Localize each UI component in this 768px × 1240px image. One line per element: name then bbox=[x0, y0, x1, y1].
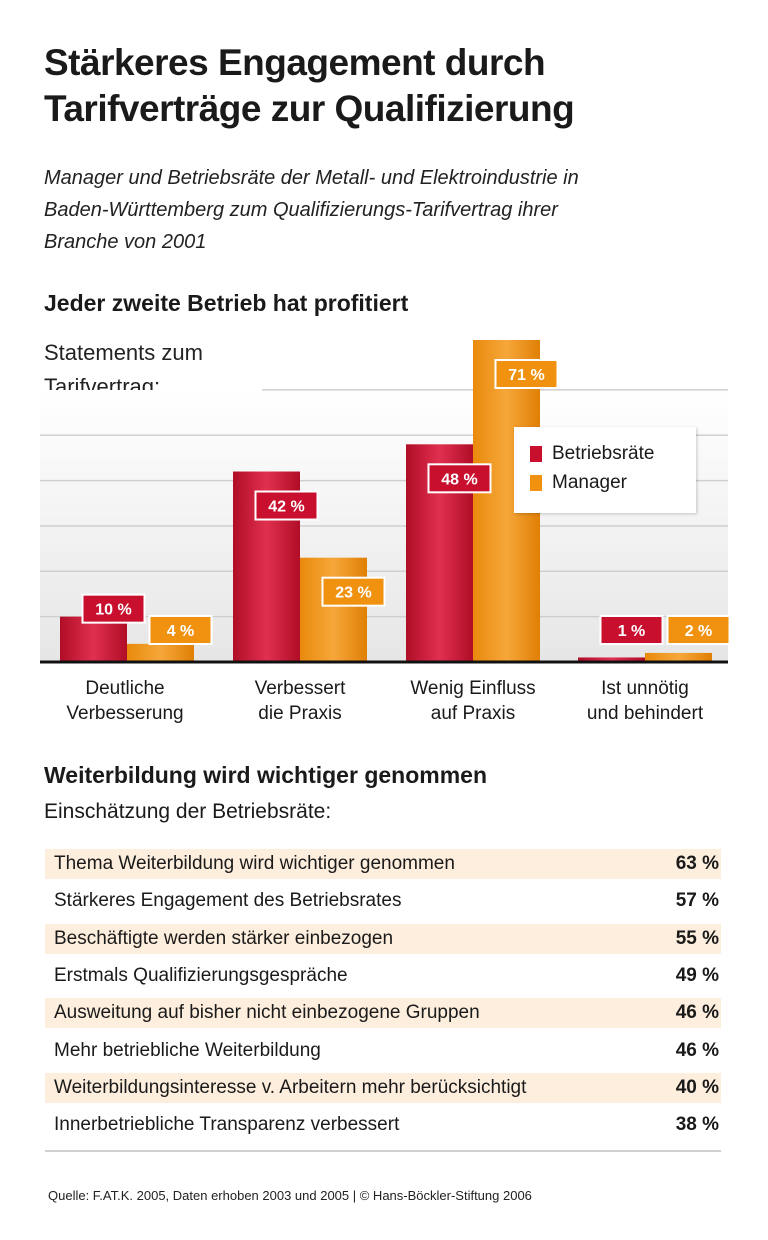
data-label-text: 1 % bbox=[618, 623, 646, 640]
data-label: 48 % bbox=[427, 463, 492, 494]
data-label: 2 % bbox=[666, 615, 731, 645]
table-row: Thema Weiterbildung wird wichtiger genom… bbox=[45, 849, 721, 879]
data-label: 23 % bbox=[321, 576, 386, 607]
row-value: 55 % bbox=[675, 927, 719, 949]
row-value: 57 % bbox=[675, 890, 719, 912]
data-label: 42 % bbox=[254, 490, 319, 521]
source-note: Quelle: F.AT.K. 2005, Daten erhoben 2003… bbox=[48, 1188, 532, 1203]
bar-manager bbox=[127, 643, 194, 662]
legend: Betriebsräte Manager bbox=[514, 427, 696, 513]
table-row: Mehr betriebliche Weiterbildung 46 % bbox=[45, 1036, 721, 1066]
row-value: 40 % bbox=[675, 1076, 719, 1098]
category-label: Ist unnötig und behindert bbox=[586, 678, 704, 724]
bar-manager bbox=[300, 557, 367, 662]
data-label: 71 % bbox=[494, 359, 559, 389]
data-label-text: 48 % bbox=[441, 471, 477, 488]
data-label-text: 42 % bbox=[268, 499, 304, 516]
row-value: 49 % bbox=[675, 964, 719, 986]
row-label: Thema Weiterbildung wird wichtiger genom… bbox=[54, 853, 455, 874]
page-title: Stärkeres Engagement durch Tarifverträge… bbox=[44, 42, 575, 129]
category-label: Deutliche Verbesserung bbox=[66, 678, 184, 724]
subtitle: Manager und Betriebsräte der Metall- und… bbox=[44, 167, 579, 253]
category-label: Wenig Einfluss auf Praxis bbox=[410, 678, 536, 724]
table-row: Ausweitung auf bisher nicht einbezogene … bbox=[45, 998, 721, 1029]
table-row: Innerbetriebliche Transparenz verbessert… bbox=[45, 1110, 721, 1140]
bar-manager bbox=[645, 652, 712, 662]
data-label: 10 % bbox=[81, 593, 146, 624]
section-title: Weiterbildung wird wichtiger genommen bbox=[44, 762, 487, 788]
row-label: Mehr betriebliche Weiterbildung bbox=[54, 1039, 321, 1061]
data-label-text: 10 % bbox=[95, 602, 131, 619]
legend-swatch bbox=[530, 446, 542, 462]
row-value: 63 % bbox=[675, 853, 719, 874]
data-label-text: 4 % bbox=[167, 623, 195, 640]
data-label-text: 23 % bbox=[335, 585, 371, 602]
legend-item-betriebsraete: Betriebsräte bbox=[530, 443, 654, 465]
data-label-text: 71 % bbox=[508, 367, 544, 384]
legend-swatch bbox=[530, 475, 542, 491]
table-row: Weiterbildungsinteresse v. Arbeitern meh… bbox=[45, 1072, 721, 1103]
bar-chart: 10 % 42 % 48 % 1 % 4 % 23 % 71 % 2 % bbox=[40, 340, 731, 664]
data-label: 1 % bbox=[599, 615, 664, 645]
table-row: Erstmals Qualifizierungsgespräche 49 % bbox=[45, 961, 721, 991]
row-label: Beschäftigte werden stärker einbezogen bbox=[54, 927, 394, 949]
divider bbox=[45, 1150, 721, 1152]
row-value: 46 % bbox=[675, 1002, 719, 1024]
data-label-box bbox=[81, 593, 146, 624]
data-label-box bbox=[321, 576, 386, 607]
section-subtitle: Einschätzung der Betriebsräte: bbox=[44, 800, 332, 823]
bar-betriebsraete bbox=[578, 657, 645, 662]
data-label-box bbox=[494, 359, 559, 389]
bar-betriebsraete bbox=[60, 616, 127, 662]
category-label: Verbessert die Praxis bbox=[254, 678, 346, 724]
row-value: 38 % bbox=[675, 1114, 719, 1136]
table-row: Beschäftigte werden stärker einbezogen 55… bbox=[45, 923, 721, 954]
row-label: Ausweitung auf bisher nicht einbezogene … bbox=[54, 1002, 480, 1024]
data-label-box bbox=[666, 615, 731, 645]
row-value: 46 % bbox=[675, 1039, 719, 1061]
row-label: Weiterbildungsinteresse v. Arbeitern meh… bbox=[54, 1076, 527, 1098]
data-label-box bbox=[148, 615, 213, 645]
data-label: 4 % bbox=[148, 615, 213, 645]
row-label: Stärkeres Engagement des Betriebsrates bbox=[54, 890, 402, 912]
table-row: Stärkeres Engagement des Betriebsrates 57… bbox=[45, 886, 721, 916]
data-label-box bbox=[427, 463, 492, 494]
data-label-box bbox=[254, 490, 319, 521]
row-label: Innerbetriebliche Transparenz verbessert bbox=[54, 1114, 400, 1136]
legend-item-manager: Manager bbox=[530, 472, 627, 494]
data-label-box bbox=[599, 615, 664, 645]
row-label: Erstmals Qualifizierungsgespräche bbox=[54, 964, 348, 986]
chart-title: Jeder zweite Betrieb hat profitiert bbox=[44, 290, 409, 316]
data-label-text: 2 % bbox=[685, 623, 713, 640]
